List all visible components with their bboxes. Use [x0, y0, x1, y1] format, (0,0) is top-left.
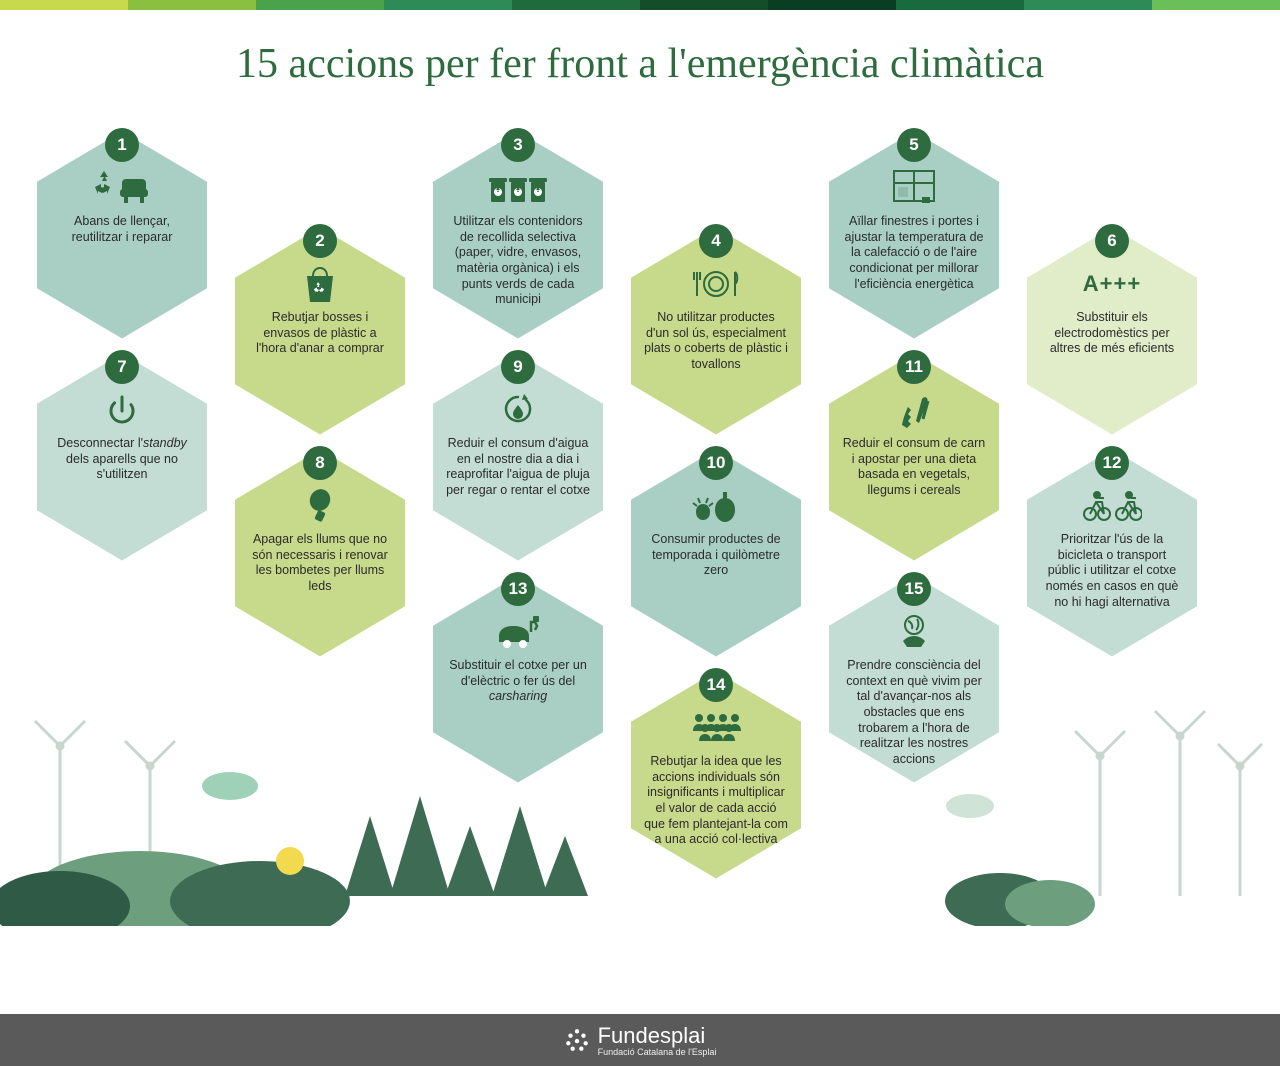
hex-number-badge: 14 — [699, 668, 733, 702]
globe-icon — [895, 612, 933, 652]
hex-number-badge: 10 — [699, 446, 733, 480]
food-icon — [691, 486, 741, 526]
hex-number-badge: 11 — [897, 350, 931, 384]
hex-number-badge: 12 — [1095, 446, 1129, 480]
wheat-icon — [892, 390, 936, 430]
plate-icon — [689, 264, 743, 304]
hex-tile-8: 8 Apagar els llums que no són necessaris… — [222, 440, 418, 666]
footer: Fundesplai Fundació Catalana de l'Esplai — [0, 1014, 1280, 1066]
hex-tile-15: 15 Prendre consciència del context en qu… — [816, 566, 1012, 792]
page-title: 15 accions per fer front a l'emergència … — [0, 10, 1280, 98]
recycle-chair-icon — [92, 168, 152, 208]
hex-tile-13: 13 Substituir el cotxe per un d'elèctric… — [420, 566, 616, 792]
hex-number-badge: 8 — [303, 446, 337, 480]
hex-number-badge: 1 — [105, 128, 139, 162]
hex-tile-7: 7 Desconnectar l'standby dels aparells q… — [24, 344, 220, 570]
hex-tile-11: 11 Reduir el consum de carn i apostar pe… — [816, 344, 1012, 570]
hex-number-badge: 2 — [303, 224, 337, 258]
hex-tile-3: 3 Utilitzar els contenidors de recollida… — [420, 122, 616, 348]
hex-tile-10: 10 Consumir productes de temporada i qui… — [618, 440, 814, 666]
hex-number-badge: 15 — [897, 572, 931, 606]
hex-text: Substituir el cotxe per un d'elèctric o … — [442, 658, 594, 705]
hex-text: Prendre consciència del context en què v… — [838, 658, 990, 767]
hex-text: Desconnectar l'standby dels aparells que… — [46, 436, 198, 483]
hex-tile-14: 14 Rebutjar la idea que les accions indi… — [618, 662, 814, 888]
water-icon — [500, 390, 536, 430]
hex-text: Reduir el consum de carn i apostar per u… — [838, 436, 990, 499]
hex-number-badge: 5 — [897, 128, 931, 162]
hex-text: Reduir el consum d'aigua en el nostre di… — [442, 436, 594, 499]
hex-canvas: 1 Abans de llençar, reutilitzar i repara… — [0, 98, 1280, 978]
people-icon — [691, 708, 741, 748]
hex-text: Rebutjar bosses i envasos de plàstic a l… — [244, 310, 396, 357]
footer-brand: Fundesplai — [598, 1023, 706, 1048]
hex-tile-4: 4 No utilitzar productes d'un sol ús, es… — [618, 218, 814, 444]
bag-icon — [301, 264, 339, 304]
hex-tile-6: 6 A+++ Substituir els electrodomèstics p… — [1014, 218, 1210, 444]
hex-number-badge: 3 — [501, 128, 535, 162]
hex-tile-5: 5 Aïllar finestres i portes i ajustar la… — [816, 122, 1012, 348]
hex-text: Substituir els electrodomèstics per altr… — [1036, 310, 1188, 357]
hex-tile-2: 2 Rebutjar bosses i envasos de plàstic a… — [222, 218, 418, 444]
hex-tile-1: 1 Abans de llençar, reutilitzar i repara… — [24, 122, 220, 348]
hex-number-badge: 13 — [501, 572, 535, 606]
hex-number-badge: 6 — [1095, 224, 1129, 258]
hex-text: Consumir productes de temporada i quilòm… — [640, 532, 792, 579]
A+++-icon: A+++ — [1083, 264, 1141, 304]
hex-tile-12: 12 Prioritzar l'ús de la bicicleta o tra… — [1014, 440, 1210, 666]
hex-text: No utilitzar productes d'un sol ús, espe… — [640, 310, 792, 373]
footer-tagline: Fundació Catalana de l'Esplai — [598, 1047, 717, 1057]
power-icon — [105, 390, 139, 430]
hex-text: Aïllar finestres i portes i ajustar la t… — [838, 214, 990, 292]
hex-text: Rebutjar la idea que les accions individ… — [640, 754, 792, 848]
logo-icon — [564, 1027, 590, 1053]
bulb-icon — [303, 486, 337, 526]
hex-text: Utilitzar els contenidors de recollida s… — [442, 214, 594, 308]
hex-number-badge: 9 — [501, 350, 535, 384]
top-color-stripe — [0, 0, 1280, 10]
window-icon — [892, 168, 936, 208]
hex-number-badge: 7 — [105, 350, 139, 384]
hex-number-badge: 4 — [699, 224, 733, 258]
hex-text: Abans de llençar, reutilitzar i reparar — [46, 214, 198, 245]
hex-text: Prioritzar l'ús de la bicicleta o transp… — [1036, 532, 1188, 610]
hex-text: Apagar els llums que no són necessaris i… — [244, 532, 396, 595]
car-icon — [493, 612, 543, 652]
bins-icon — [488, 168, 548, 208]
bike-icon — [1082, 486, 1142, 526]
hex-tile-9: 9 Reduir el consum d'aigua en el nostre … — [420, 344, 616, 570]
